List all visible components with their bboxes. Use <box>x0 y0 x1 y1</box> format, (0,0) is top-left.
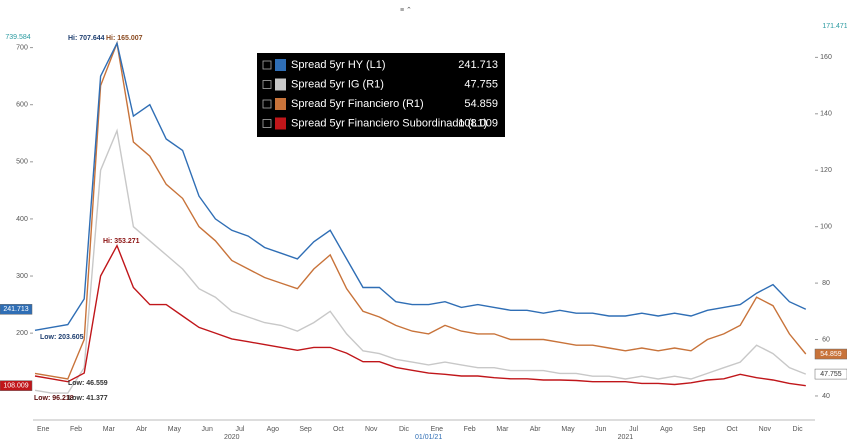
y2-tick-label: 100 <box>820 224 832 231</box>
year-label: 2021 <box>618 434 634 441</box>
x-tick-label: Oct <box>333 426 344 433</box>
y-tick-label: 700 <box>16 44 28 51</box>
x-tick-label: Mar <box>496 426 509 433</box>
y-tick-label: 500 <box>16 159 28 166</box>
price-tag <box>0 304 33 315</box>
series-line <box>34 40 807 380</box>
legend-plus <box>262 60 272 70</box>
x-tick-label: Ago <box>267 426 280 433</box>
y2-tick-label: 140 <box>820 111 832 118</box>
price-tag <box>814 348 847 360</box>
x-tick-label: Ene <box>431 426 444 433</box>
legend-label: Spread 5yr IG (R1) <box>291 78 384 90</box>
x-tick-label: Sep <box>693 426 706 433</box>
y-tick-label: 200 <box>16 330 28 337</box>
x-tick-label: Feb <box>70 426 82 433</box>
annotation: Hi: 353.271 <box>103 238 140 245</box>
y-top-label: 739.584 <box>5 34 30 41</box>
legend-box <box>257 53 505 137</box>
x-tick-label: May <box>561 426 575 433</box>
legend-swatch <box>275 78 286 91</box>
x-tick-label: Oct <box>727 426 738 433</box>
year-label: 2020 <box>224 434 240 441</box>
legend-value: 47.755 <box>464 78 498 90</box>
y-tick-label: 300 <box>16 273 28 280</box>
legend-swatch <box>275 117 286 130</box>
x-tick-label: Jun <box>202 426 213 433</box>
cursor-label: 01/01/21 <box>415 434 442 441</box>
x-tick-label: Mar <box>103 426 116 433</box>
legend-value: 241.713 <box>458 59 498 71</box>
legend-plus <box>262 119 272 128</box>
y2-tick-label: 160 <box>820 54 832 61</box>
annotation: Hi: 165.007 <box>106 35 143 42</box>
x-tick-label: Nov <box>365 426 378 433</box>
y2-top-label: 171.471 <box>822 23 847 30</box>
legend-plus <box>262 80 272 89</box>
x-tick-label: Abr <box>136 426 148 433</box>
x-tick-label: Jul <box>629 426 638 433</box>
legend-value: 108.009 <box>458 117 498 129</box>
price-tag-label: 47.755 <box>820 371 842 378</box>
annotation: Low: 203.605 <box>40 334 84 341</box>
legend-swatch <box>275 59 286 71</box>
legend-label: Spread 5yr Financiero Subordinado (L1) <box>291 117 487 129</box>
price-tag <box>0 380 33 391</box>
x-tick-label: Abr <box>530 426 542 433</box>
x-tick-label: Dic <box>793 426 804 433</box>
x-tick-label: Feb <box>464 426 476 433</box>
x-tick-label: Sep <box>299 426 312 433</box>
price-tag-label: 54.859 <box>820 351 842 358</box>
x-tick-label: Jul <box>236 426 245 433</box>
annotation: Low: 41.377 <box>68 395 108 402</box>
y2-tick-label: 60 <box>822 336 830 343</box>
series-line <box>34 128 807 394</box>
x-tick-label: Dic <box>399 426 410 433</box>
series-line <box>34 41 807 331</box>
x-tick-label: Ene <box>37 426 50 433</box>
legend: Spread 5yr HY (L1) 241.713 Spread 5yr IG (… <box>257 53 505 137</box>
legend-label: Spread 5yr Financiero (R1) <box>291 98 424 110</box>
price-tag-label: 241.713 <box>3 306 28 313</box>
y-tick-label: 400 <box>16 216 28 223</box>
legend-label: Spread 5yr HY (L1) <box>291 59 386 71</box>
y2-tick-label: 120 <box>820 167 832 174</box>
menu-icon[interactable]: ≡ ⌃ <box>400 6 412 14</box>
x-tick-label: Nov <box>759 426 772 433</box>
y-tick-label: 600 <box>16 102 28 109</box>
x-tick-label: Jun <box>595 426 606 433</box>
legend-value: 54.859 <box>464 98 498 110</box>
y2-tick-label: 40 <box>822 393 830 400</box>
annotation: Low: 96.218 <box>34 395 74 402</box>
x-tick-label: May <box>168 426 182 433</box>
price-tag-label: 108.009 <box>3 383 28 390</box>
annotation: Hi: 707.644 <box>68 35 105 42</box>
legend-swatch <box>275 98 286 110</box>
x-tick-label: Ago <box>660 426 673 433</box>
y2-tick-label: 80 <box>822 280 830 287</box>
legend-plus <box>262 99 272 109</box>
price-tag <box>814 368 847 380</box>
series-line <box>34 243 806 387</box>
annotation: Low: 46.559 <box>68 380 108 387</box>
